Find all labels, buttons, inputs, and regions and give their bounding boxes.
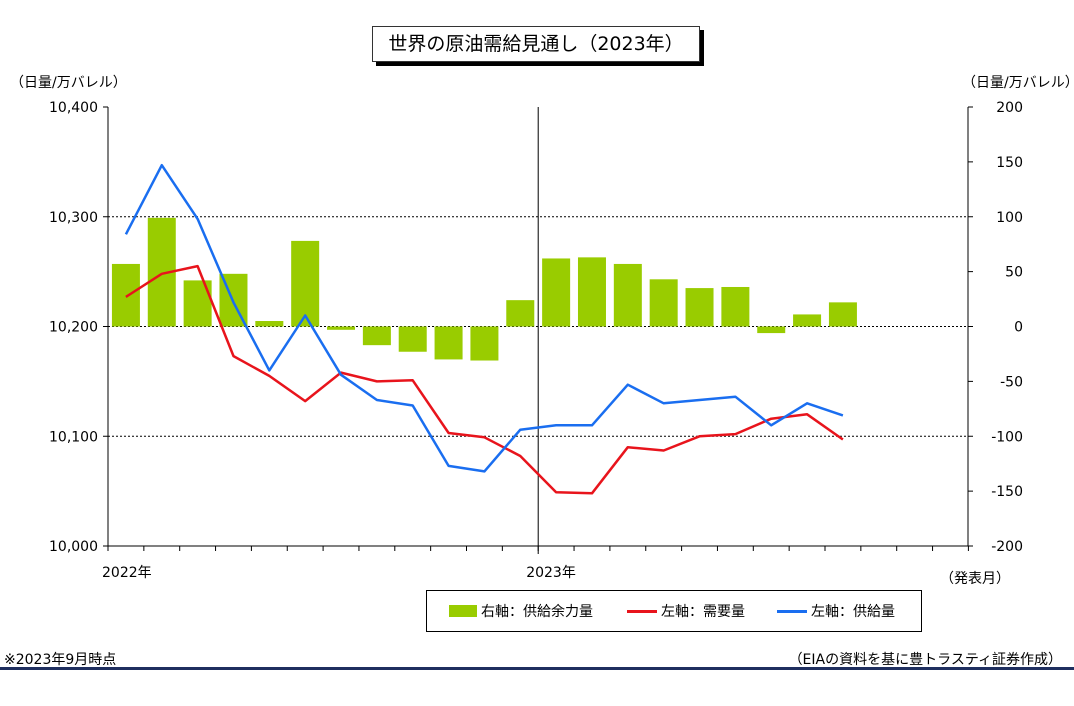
legend-swatch-bar <box>449 605 477 617</box>
surplus-bar <box>398 326 427 352</box>
left-tick-label: 10,000 <box>49 539 98 555</box>
demand-line <box>125 264 844 495</box>
bottom-rule <box>0 667 1074 670</box>
left-axis-unit: （日量/万バレル） <box>10 75 127 91</box>
right-tick-label: -150 <box>991 484 1023 500</box>
right-axis-unit: （日量/万バレル） <box>962 75 1074 91</box>
surplus-bar <box>506 300 535 327</box>
left-tick-label: 10,100 <box>49 429 98 445</box>
legend-swatch-demand <box>627 609 657 613</box>
right-tick-label: -200 <box>991 539 1023 555</box>
right-tick-label: 200 <box>996 100 1023 116</box>
surplus-bar <box>255 321 284 327</box>
surplus-bar <box>757 326 786 334</box>
surplus-bar <box>111 263 140 327</box>
left-tick-label: 10,300 <box>49 210 98 226</box>
legend: 右軸：供給余力量 左軸：需要量 左軸：供給量 <box>426 590 922 632</box>
surplus-bar <box>828 302 857 327</box>
x-axis-note: （発表月） <box>940 571 1010 587</box>
surplus-bar <box>291 240 320 327</box>
legend-item-demand: 左軸：需要量 <box>627 602 745 620</box>
surplus-bar <box>183 280 212 327</box>
surplus-bar <box>362 326 391 346</box>
surplus-bar <box>577 257 606 327</box>
right-tick-label: -50 <box>1000 374 1023 390</box>
left-tick-label: 10,400 <box>49 100 98 116</box>
right-tick-label: 0 <box>1014 320 1023 336</box>
source-note: （EIAの資料を基に豊トラスティ証券作成） <box>788 652 1062 668</box>
surplus-bar <box>470 326 499 361</box>
right-tick-label: -100 <box>991 429 1023 445</box>
right-tick-label: 50 <box>1005 265 1023 281</box>
surplus-bar <box>721 286 750 327</box>
chart-title: 世界の原油需給見通し（2023年） <box>372 26 700 62</box>
right-tick-label: 100 <box>996 210 1023 226</box>
legend-item-surplus: 右軸：供給余力量 <box>449 602 593 620</box>
legend-item-supply: 左軸：供給量 <box>777 602 895 620</box>
surplus-bar <box>793 314 822 327</box>
right-tick-label: 150 <box>996 155 1023 171</box>
surplus-bar <box>434 326 463 360</box>
legend-swatch-supply <box>777 609 807 613</box>
surplus-bar <box>685 288 714 327</box>
legend-label-surplus: 右軸：供給余力量 <box>481 604 593 620</box>
surplus-bar <box>649 279 678 327</box>
legend-label-supply: 左軸：供給量 <box>811 604 895 620</box>
left-tick-label: 10,200 <box>49 320 98 336</box>
legend-label-demand: 左軸：需要量 <box>661 604 745 620</box>
surplus-bar <box>327 326 356 330</box>
surplus-bar <box>542 258 571 327</box>
x-tick-label: 2023年 <box>526 565 576 581</box>
supply-line <box>124 163 844 473</box>
footnote: ※2023年9月時点 <box>4 652 117 668</box>
x-tick-label: 2022年 <box>102 565 152 581</box>
surplus-bar <box>613 263 642 327</box>
